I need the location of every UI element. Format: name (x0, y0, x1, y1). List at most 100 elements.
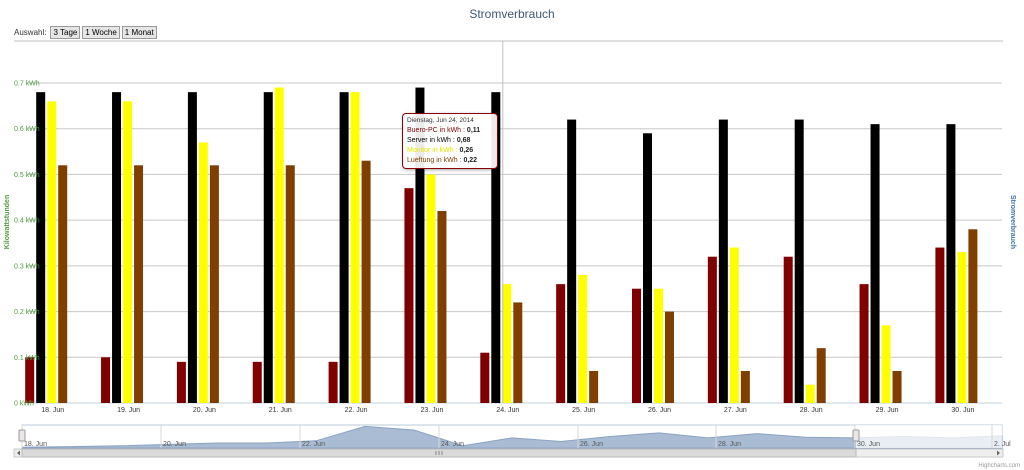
bar-monitor[interactable] (198, 142, 208, 403)
bar-buero-pc[interactable] (404, 188, 414, 403)
bar-lueftung[interactable] (665, 311, 674, 403)
x-tick-label: 30. Jun (951, 407, 974, 414)
x-tick-label: 20. Jun (193, 407, 216, 414)
tooltip-row-value: 0,22 (463, 157, 478, 164)
chart-title: Stromverbrauch (469, 7, 555, 21)
tooltip-row-value: 0,26 (459, 147, 474, 154)
bar-lueftung[interactable] (361, 160, 371, 403)
bar-lueftung[interactable] (285, 165, 295, 403)
bar-server[interactable] (187, 92, 197, 404)
bar-server[interactable] (263, 92, 273, 404)
tooltip-row-label: Buero-PC in kWh : (407, 127, 465, 134)
bar-monitor[interactable] (502, 284, 512, 403)
bar-monitor[interactable] (123, 101, 133, 404)
bar-buero-pc[interactable] (707, 256, 717, 403)
bar-lueftung[interactable] (816, 348, 826, 403)
tooltip-row-label: Server in kWh : (407, 137, 455, 144)
y-tick-label: 0.3 kWh (14, 263, 40, 270)
navigator-label: 22. Jun (302, 441, 325, 448)
bar-monitor[interactable] (881, 325, 891, 403)
tooltip-row: Lueftung in kWh : 0,22 (407, 156, 493, 166)
bar-server[interactable] (491, 92, 501, 404)
bar-server[interactable] (870, 124, 880, 404)
navigator-mask (856, 425, 1002, 448)
bar-lueftung[interactable] (134, 165, 144, 403)
bar-buero-pc[interactable] (328, 361, 338, 403)
bar-lueftung[interactable] (437, 211, 447, 403)
y-tick-label: 0.5 kWh (14, 172, 40, 179)
bar-server[interactable] (339, 92, 349, 404)
tooltip-date: Dienstag, Jun 24, 2014 (407, 117, 474, 124)
bar-server[interactable] (415, 87, 425, 404)
credits-link[interactable]: Highcharts.com (978, 463, 1020, 469)
y-axis-title: Kilowattstunden (4, 195, 11, 249)
bar-buero-pc[interactable] (859, 284, 869, 403)
x-tick-label: 21. Jun (269, 407, 292, 414)
x-tick-label: 22. Jun (345, 407, 368, 414)
bar-buero-pc[interactable] (252, 361, 262, 403)
y-axis-ticks: 0 kWh 0.1 kWh 0.2 kWh 0.3 kWh 0.4 kWh 0.5 kWh… (14, 81, 40, 408)
range-selector: Auswahl: 3 Tage 1 Woche 1 Monat (14, 26, 157, 39)
navigator-handle-left[interactable] (18, 429, 26, 442)
y-tick-label: 0 kWh (14, 401, 34, 408)
bar-buero-pc[interactable] (935, 247, 945, 403)
bar-buero-pc[interactable] (783, 256, 793, 403)
bar-lueftung[interactable] (740, 371, 750, 403)
bar-series[interactable] (25, 87, 978, 404)
bar-server[interactable] (112, 92, 122, 404)
x-tick-label: 24. Jun (496, 407, 519, 414)
scroll-left-arrow-icon[interactable] (17, 450, 20, 456)
bar-monitor[interactable] (805, 384, 815, 403)
bar-lueftung[interactable] (892, 371, 902, 403)
y-axis-title-right: Stromverbrauch (1009, 195, 1016, 249)
bar-server[interactable] (567, 119, 577, 404)
bar-buero-pc[interactable] (632, 288, 641, 403)
bar-buero-pc[interactable] (556, 284, 566, 403)
range-selector-label: Auswahl: (14, 28, 47, 37)
bar-buero-pc[interactable] (480, 352, 490, 403)
tooltip-row: Server in kWh : 0,68 (407, 136, 493, 146)
bar-buero-pc[interactable] (101, 357, 111, 403)
x-axis-ticks: 18. Jun 19. Jun 20. Jun 21. Jun 22. Jun 23. J… (41, 407, 974, 414)
x-tick-label: 25. Jun (572, 407, 595, 414)
x-tick-label: 28. Jun (800, 407, 823, 414)
bar-monitor[interactable] (274, 87, 284, 404)
bar-server[interactable] (794, 119, 804, 404)
bar-server[interactable] (36, 92, 46, 404)
navigator-label: 18. Jun (24, 441, 47, 448)
bar-server[interactable] (718, 119, 728, 404)
bar-monitor[interactable] (957, 252, 967, 403)
bar-monitor[interactable] (426, 174, 436, 403)
bar-monitor[interactable] (654, 288, 663, 403)
bar-buero-pc[interactable] (25, 357, 35, 403)
navigator-label: 2. Jul (994, 441, 1011, 448)
navigator-label: 26. Jun (580, 441, 603, 448)
bar-lueftung[interactable] (58, 165, 68, 403)
tooltip-row: Buero-PC in kWh : 0,11 (407, 126, 493, 136)
navigator-handle-right[interactable] (852, 429, 860, 442)
bar-monitor[interactable] (350, 92, 360, 404)
navigator[interactable]: 18. Jun 20. Jun 22. Jun 24. Jun 26. Jun 28. J… (13, 424, 1011, 458)
bar-monitor[interactable] (47, 101, 57, 404)
bar-lueftung[interactable] (589, 371, 599, 403)
tooltip-row: Monitor in kWh : 0,26 (407, 146, 493, 156)
tooltip: Dienstag, Jun 24, 2014 Buero-PC in kWh :… (402, 113, 498, 169)
bar-lueftung[interactable] (968, 229, 978, 403)
bar-server[interactable] (643, 133, 652, 404)
navigator-label: 28. Jun (718, 441, 741, 448)
bar-lueftung[interactable] (513, 302, 523, 403)
range-1-month-button[interactable]: 1 Monat (121, 26, 157, 39)
bar-lueftung[interactable] (209, 165, 219, 403)
bar-buero-pc[interactable] (176, 361, 186, 403)
y-tick-label: 0.7 kWh (14, 81, 40, 88)
x-tick-label: 23. Jun (420, 407, 443, 414)
bar-server[interactable] (946, 124, 956, 404)
bar-monitor[interactable] (578, 275, 588, 403)
range-3-days-button[interactable]: 3 Tage (50, 26, 81, 39)
bar-monitor[interactable] (729, 247, 739, 403)
scroll-right-arrow-icon[interactable] (997, 450, 1000, 456)
tooltip-row-label: Monitor in kWh : (407, 147, 458, 154)
range-1-week-button[interactable]: 1 Woche (82, 26, 120, 39)
y-tick-label: 0.4 kWh (14, 218, 40, 225)
y-tick-label: 0.2 kWh (14, 309, 40, 316)
